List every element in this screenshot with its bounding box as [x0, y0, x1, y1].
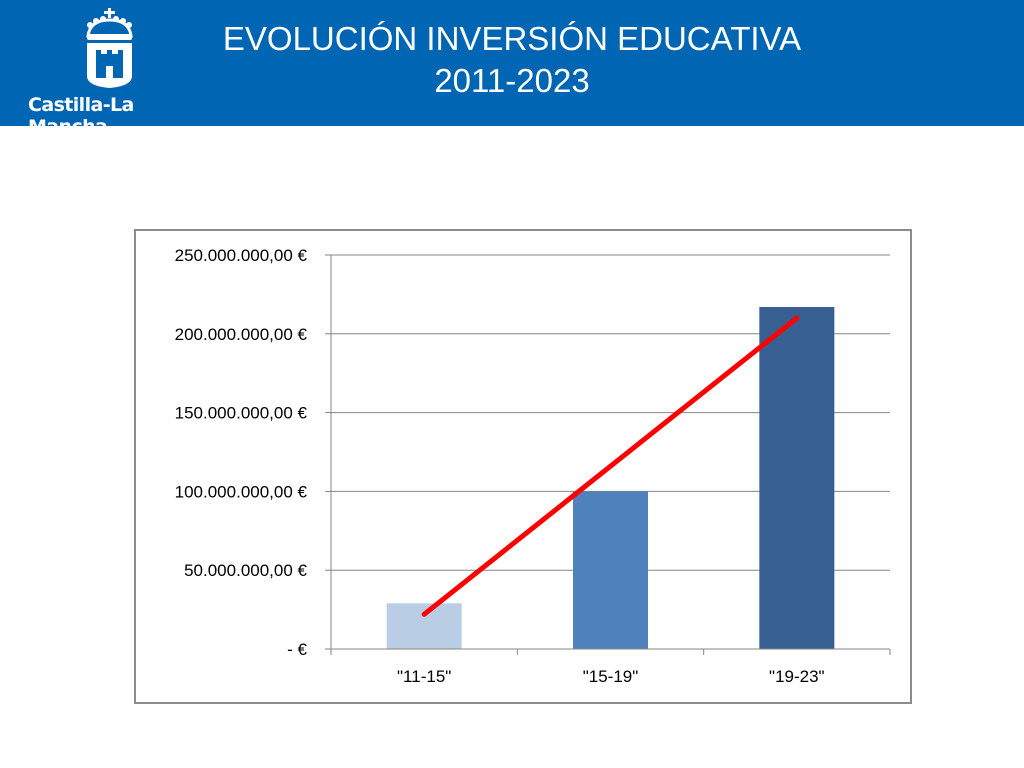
x-tick-label: "11-15" — [397, 667, 451, 686]
y-tick-label: 200.000.000,00 € — [175, 325, 308, 344]
y-tick-label: 100.000.000,00 € — [175, 482, 308, 501]
x-axis-tick-labels: "11-15" "15-19" "19-23" — [397, 667, 825, 686]
crown-castle-emblem-icon — [86, 8, 133, 88]
axes — [330, 255, 891, 655]
y-tick-label: 50.000.000,00 € — [184, 561, 307, 580]
bar — [759, 307, 835, 649]
y-tick-label: 150.000.000,00 € — [175, 404, 308, 423]
castilla-la-mancha-logo: Castilla-La Mancha — [20, 6, 200, 138]
y-tick-label: 250.000.000,00 € — [175, 246, 308, 265]
bar — [386, 603, 462, 649]
x-tick-label: "15-19" — [583, 667, 639, 686]
logo-text: Castilla-La Mancha — [28, 94, 134, 138]
title-line-1: EVOLUCIÓN INVERSIÓN EDUCATIVA — [222, 20, 802, 57]
bar — [573, 491, 648, 649]
page-title: EVOLUCIÓN INVERSIÓN EDUCATIVA 2011-2023 — [200, 18, 824, 102]
title-line-2: 2011-2023 — [434, 62, 590, 99]
x-tick-label: "19-23" — [769, 667, 825, 686]
y-tick-label: - € — [287, 640, 307, 659]
trend-line — [421, 315, 800, 617]
header-bar: Castilla-La Mancha EVOLUCIÓN INVERSIÓN E… — [0, 0, 1024, 138]
y-axis-tick-labels: - € 50.000.000,00 € 100.000.000,00 € 150.00… — [175, 246, 308, 659]
bars — [386, 307, 835, 649]
trend-line-segment — [421, 315, 800, 617]
